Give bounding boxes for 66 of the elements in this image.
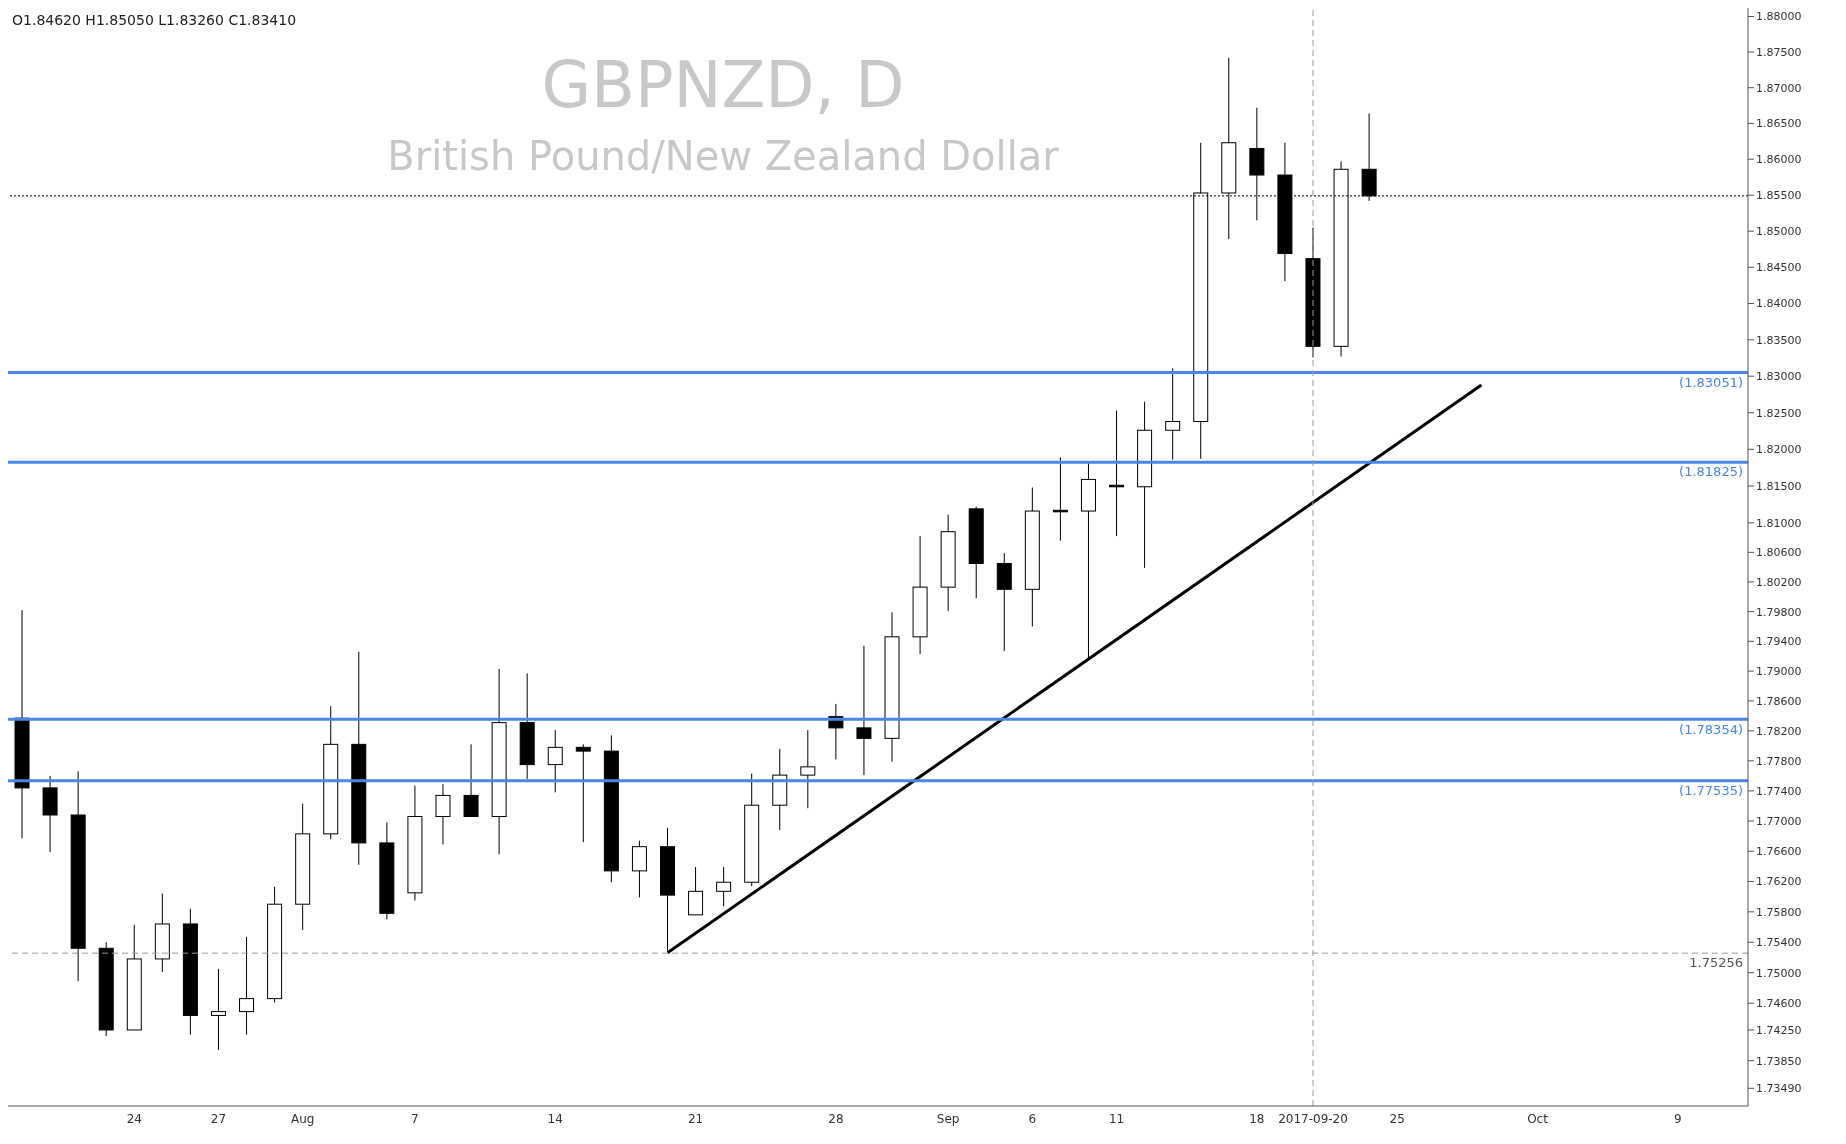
y-tick-label: 1.75400 bbox=[1756, 936, 1802, 950]
y-tick-label: 1.81500 bbox=[1756, 479, 1802, 493]
x-tick-label: 9 bbox=[1674, 1111, 1682, 1126]
y-tick-label: 1.73490 bbox=[1756, 1082, 1802, 1096]
x-tick-label: 27 bbox=[210, 1111, 227, 1126]
y-tick-label: 1.88000 bbox=[1756, 10, 1802, 24]
x-tick-label: 25 bbox=[1389, 1111, 1405, 1126]
x-tick-label: 2017-09-20 bbox=[1278, 1111, 1348, 1126]
y-tick-label: 1.81000 bbox=[1756, 516, 1802, 530]
y-tick-label: 1.84500 bbox=[1756, 261, 1802, 275]
y-tick-label: 1.74250 bbox=[1756, 1023, 1802, 1037]
y-tick-label: 1.85500 bbox=[1756, 189, 1802, 203]
y-tick-label: 1.82500 bbox=[1756, 406, 1802, 420]
y-tick-label: 1.77800 bbox=[1756, 754, 1802, 768]
y-tick-label: 1.79000 bbox=[1756, 665, 1802, 678]
y-tick-label: 1.77400 bbox=[1756, 784, 1802, 798]
candlestick bbox=[239, 936, 255, 1036]
x-tick-label: Aug bbox=[290, 1111, 315, 1126]
y-tick-label: 1.87000 bbox=[1756, 81, 1802, 95]
candlestick bbox=[435, 783, 451, 845]
x-tick-label: 18 bbox=[1249, 1111, 1265, 1126]
y-tick-label: 1.78200 bbox=[1756, 724, 1802, 738]
x-tick-label: 28 bbox=[828, 1111, 844, 1126]
y-tick-label: 1.83000 bbox=[1756, 370, 1802, 384]
candlestick bbox=[575, 743, 591, 843]
ref-line-label: (1.83051) bbox=[1679, 374, 1743, 390]
candlestick bbox=[800, 729, 816, 809]
candlestick bbox=[463, 743, 479, 818]
y-tick-label: 1.78600 bbox=[1756, 694, 1802, 708]
ref-line-label: (1.81825) bbox=[1679, 464, 1743, 480]
y-tick-label: 1.77000 bbox=[1756, 814, 1802, 828]
annotation: O1.84620 H1.85050 L1.83260 C1.83410 bbox=[12, 12, 297, 28]
y-tick-label: 1.74600 bbox=[1756, 997, 1802, 1011]
y-tick-label: 1.80200 bbox=[1756, 575, 1802, 589]
y-tick-label: 1.84000 bbox=[1756, 297, 1802, 311]
x-tick-label: 11 bbox=[1108, 1111, 1125, 1126]
candlestick bbox=[1165, 367, 1181, 461]
y-tick-label: 1.86500 bbox=[1756, 117, 1802, 131]
y-tick-label: 1.82000 bbox=[1756, 443, 1802, 457]
y-tick-label: 1.85000 bbox=[1756, 225, 1802, 239]
y-tick-label: 1.79400 bbox=[1756, 635, 1802, 649]
ref-line-label: (1.77535) bbox=[1679, 782, 1743, 798]
x-tick-label: 24 bbox=[126, 1111, 142, 1126]
ref-line-label: (1.78354) bbox=[1679, 721, 1743, 737]
y-tick-label: 1.76200 bbox=[1756, 875, 1802, 889]
y-tick-label: 1.76600 bbox=[1756, 845, 1802, 859]
x-tick-label: 14 bbox=[547, 1111, 563, 1126]
y-tick-label: 1.80600 bbox=[1756, 546, 1802, 560]
x-tick-label: 6 bbox=[1028, 1111, 1037, 1126]
x-tick-label: 7 bbox=[411, 1111, 419, 1126]
y-tick-label: 1.87500 bbox=[1756, 45, 1802, 59]
candlestick bbox=[210, 968, 226, 1051]
y-tick-label: 1.73850 bbox=[1756, 1054, 1802, 1068]
x-tick-label: 21 bbox=[687, 1111, 704, 1126]
y-tick-label: 1.75800 bbox=[1756, 905, 1802, 919]
x-tick-label: Sep bbox=[936, 1111, 960, 1126]
x-tick-label: Oct bbox=[1527, 1111, 1549, 1126]
ref-line-label: 1.75256 bbox=[1689, 955, 1743, 971]
y-tick-label: 1.83500 bbox=[1756, 333, 1802, 347]
candlestick bbox=[856, 645, 872, 776]
candlestick bbox=[688, 866, 704, 916]
candlestick bbox=[716, 866, 732, 907]
y-tick-label: 1.79800 bbox=[1756, 605, 1802, 619]
y-tick-label: 1.86000 bbox=[1756, 153, 1802, 167]
y-tick-label: 1.75000 bbox=[1756, 966, 1802, 980]
candlestick bbox=[547, 729, 563, 793]
